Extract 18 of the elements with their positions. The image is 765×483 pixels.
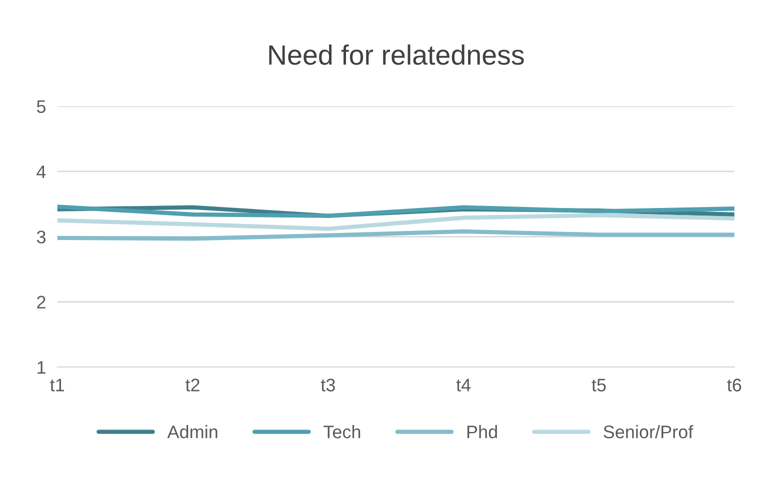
x-tick-label: t3 bbox=[320, 378, 335, 392]
line-series bbox=[57, 213, 734, 231]
y-tick-label: 5 bbox=[36, 100, 46, 113]
x-tick-label: t6 bbox=[727, 378, 742, 392]
x-tick-label: t5 bbox=[592, 378, 606, 392]
legend-label: Senior/Prof bbox=[604, 425, 694, 438]
chart-title: Need for relatedness bbox=[269, 44, 524, 65]
legend-label: Phd bbox=[467, 425, 497, 438]
x-tick-label: t4 bbox=[456, 378, 471, 392]
x-tick-label: t1 bbox=[50, 378, 64, 392]
y-tick-label: 1 bbox=[38, 361, 46, 374]
legend-label: Tech bbox=[324, 425, 360, 438]
y-tick-label: 2 bbox=[37, 296, 46, 308]
line-series bbox=[57, 229, 734, 241]
y-tick-label: 4 bbox=[36, 166, 46, 178]
x-tick-label: t2 bbox=[186, 378, 200, 392]
y-tick-label: 3 bbox=[36, 230, 46, 244]
legend-label: Admin bbox=[167, 425, 218, 438]
